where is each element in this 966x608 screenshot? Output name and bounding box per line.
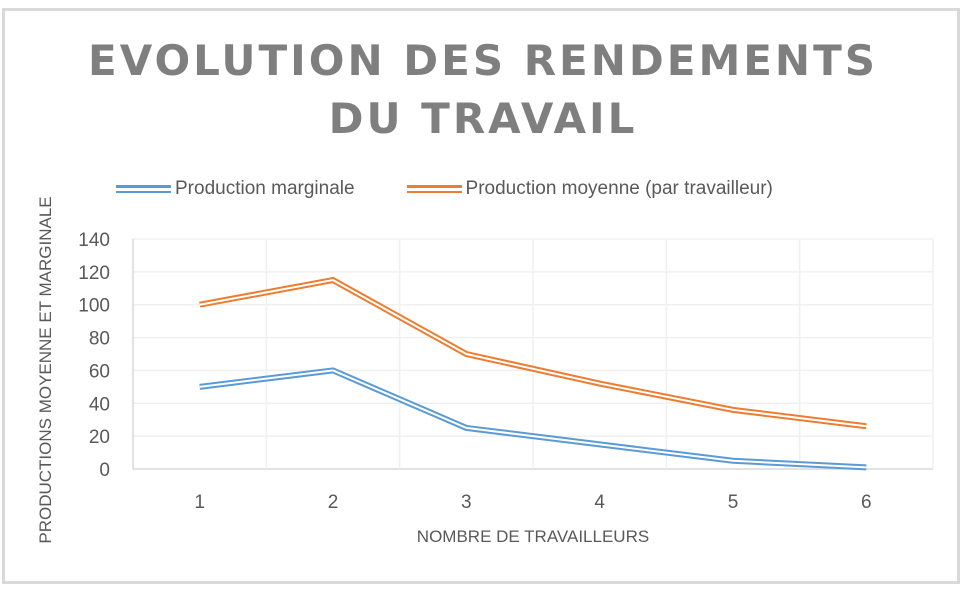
- y-tick-label: 40: [89, 394, 110, 415]
- y-tick-label: 0: [99, 460, 110, 481]
- x-tick-label: 2: [328, 492, 339, 513]
- x-tick-label: 4: [594, 492, 605, 513]
- legend-item-marginale[interactable]: Production marginale: [116, 178, 355, 200]
- y-tick-label: 100: [78, 296, 110, 317]
- y-tick-label: 140: [78, 230, 110, 251]
- chart-title-line-2: DU TRAVAIL: [328, 94, 638, 143]
- legend-label-marginale: Production marginale: [175, 178, 355, 199]
- y-tick-label: 60: [89, 361, 110, 382]
- y-tick-label: 120: [78, 263, 110, 284]
- legend-item-moyenne[interactable]: Production moyenne (par travailleur): [406, 178, 773, 200]
- legend-label-moyenne: Production moyenne (par travailleur): [465, 178, 773, 199]
- legend-swatch-moyenne: [406, 185, 462, 193]
- x-tick-label: 6: [861, 492, 872, 513]
- chart-title-line-1: EVOLUTION DES RENDEMENTS: [88, 36, 878, 85]
- legend-swatch-marginale: [116, 185, 171, 193]
- series-line-0[interactable]: [199, 367, 867, 471]
- y-tick-label: 80: [89, 329, 110, 350]
- x-tick-label: 5: [728, 492, 739, 513]
- x-axis-title: NOMBRE DE TRAVAILLEURS: [416, 527, 650, 546]
- series-line-1[interactable]: [199, 276, 867, 430]
- x-tick-label: 3: [461, 492, 472, 513]
- chart-legend: Production marginale Production moyenne …: [116, 176, 825, 202]
- x-tick-label: 1: [194, 492, 205, 513]
- y-tick-label: 20: [89, 427, 110, 448]
